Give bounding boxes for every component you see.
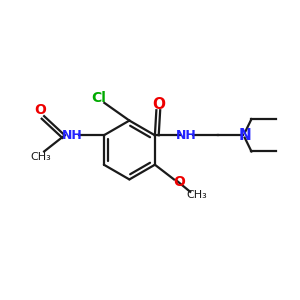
Text: O: O	[173, 176, 185, 189]
Text: CH₃: CH₃	[30, 152, 51, 162]
Text: NH: NH	[62, 129, 83, 142]
Text: Cl: Cl	[92, 91, 106, 105]
Text: N: N	[238, 128, 251, 143]
Text: O: O	[34, 103, 46, 117]
Text: CH₃: CH₃	[186, 190, 207, 200]
Text: O: O	[152, 98, 165, 112]
Text: NH: NH	[176, 129, 197, 142]
